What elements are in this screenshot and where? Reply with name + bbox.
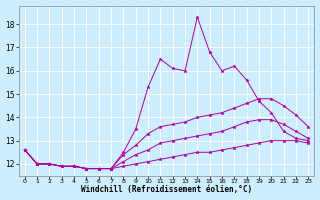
X-axis label: Windchill (Refroidissement éolien,°C): Windchill (Refroidissement éolien,°C) [81, 185, 252, 194]
